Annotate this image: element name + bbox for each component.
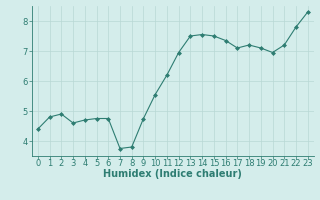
X-axis label: Humidex (Indice chaleur): Humidex (Indice chaleur) [103,169,242,179]
